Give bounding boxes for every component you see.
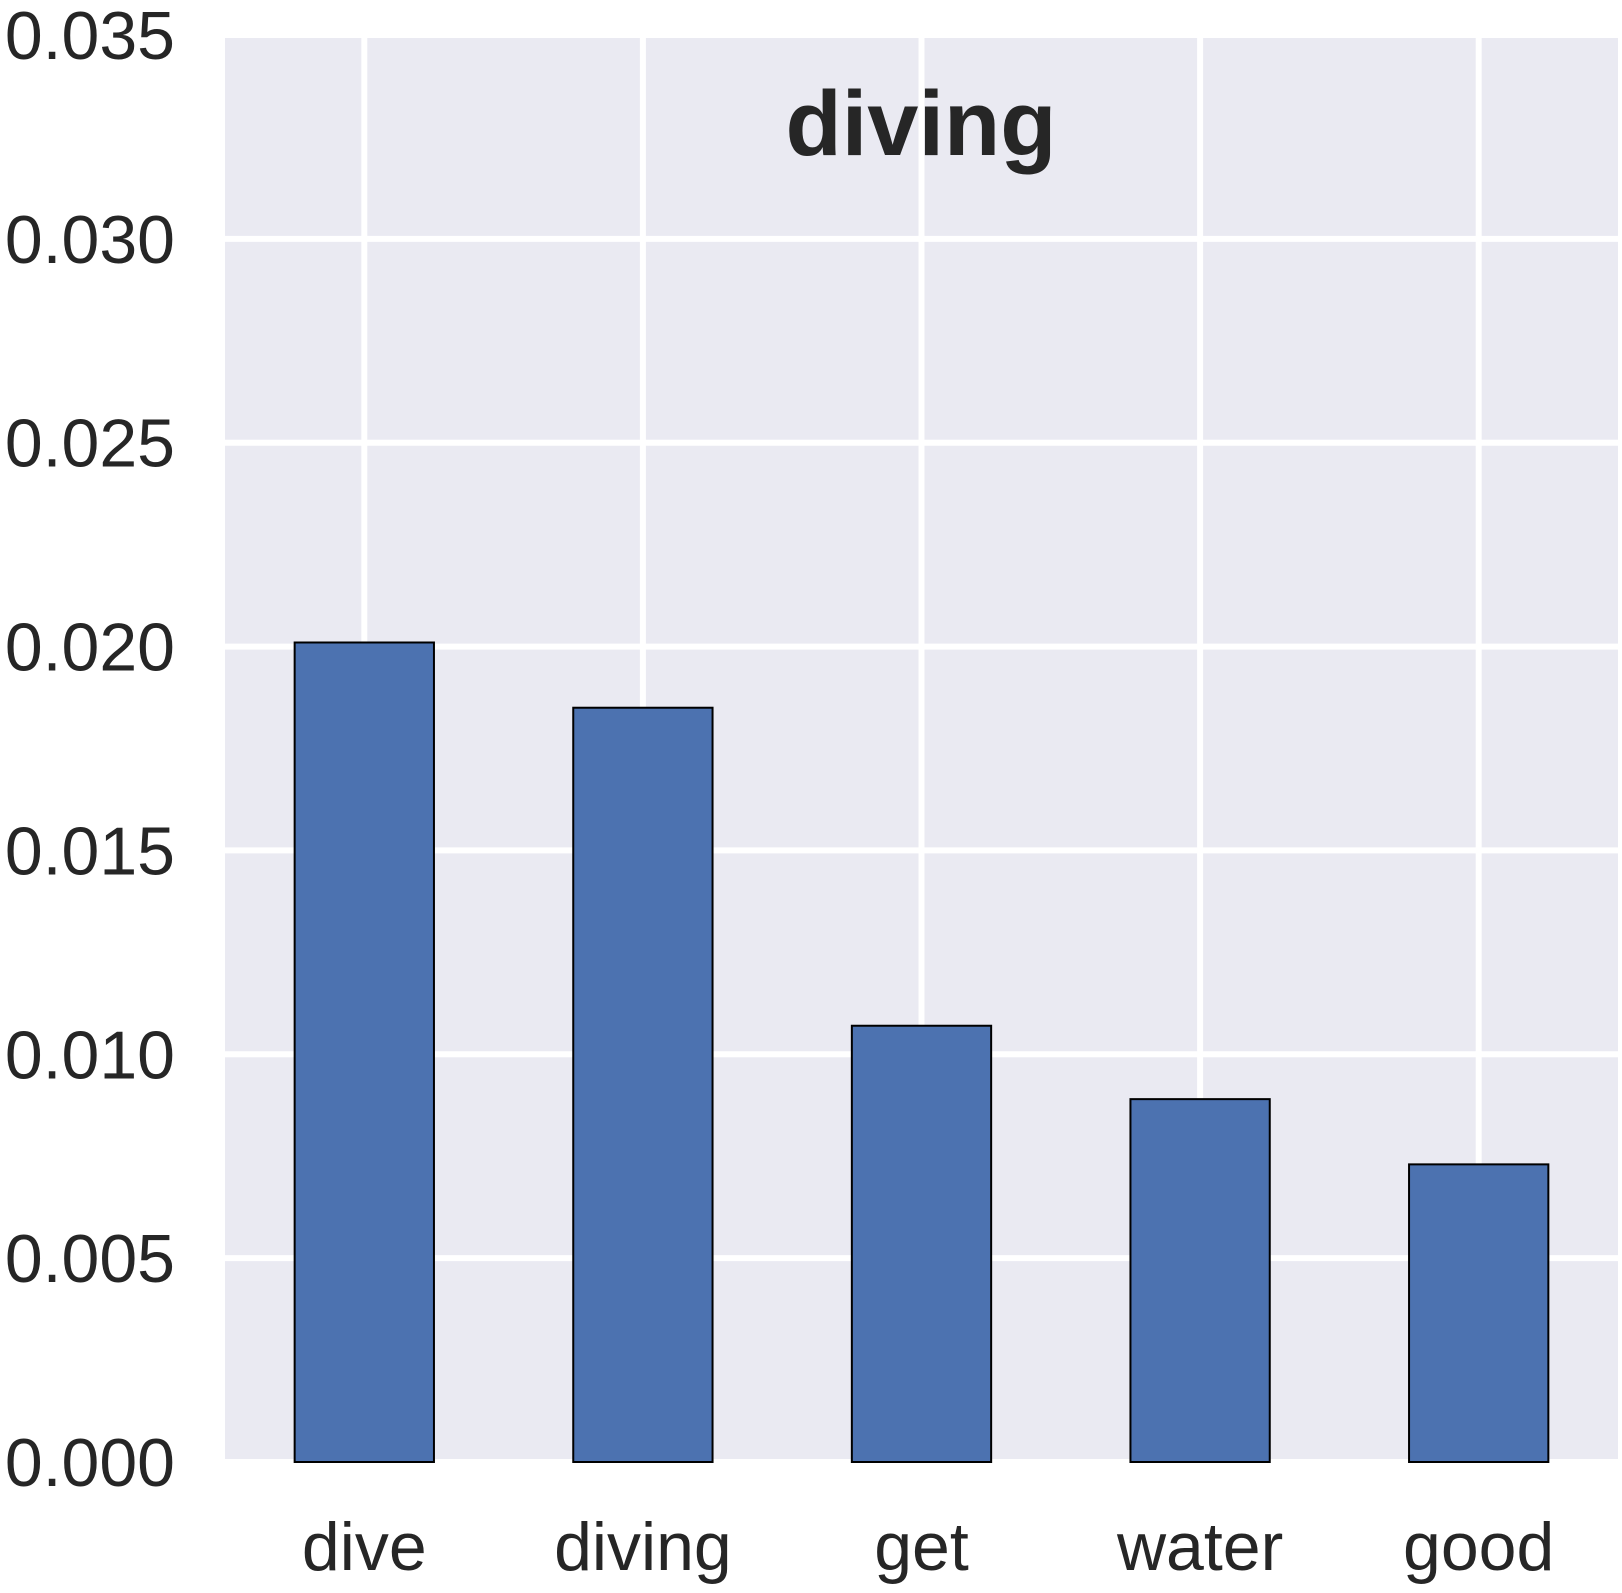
x-tick-label: good <box>1403 1509 1554 1585</box>
y-tick-label: 0.015 <box>5 813 175 889</box>
y-tick-label: 0.010 <box>5 1017 175 1093</box>
chart-title: diving <box>786 73 1057 175</box>
bar-dive <box>293 641 435 1463</box>
x-tick-label: dive <box>302 1509 427 1585</box>
x-tick-label: diving <box>554 1509 732 1585</box>
x-tick-label: get <box>874 1509 969 1585</box>
bar-get <box>850 1024 993 1463</box>
x-axis-tick-labels: dive diving get water good <box>302 1509 1554 1585</box>
y-tick-label: 0.020 <box>5 610 175 686</box>
bar-good <box>1408 1163 1550 1463</box>
y-tick-label: 0.000 <box>5 1425 175 1501</box>
x-tick-label: water <box>1116 1509 1283 1585</box>
y-tick-label: 0.005 <box>5 1221 175 1297</box>
y-tick-label: 0.030 <box>5 202 175 278</box>
y-tick-label: 0.025 <box>5 406 175 482</box>
bar-water <box>1129 1098 1271 1463</box>
bar-diving <box>572 706 714 1463</box>
y-axis-tick-labels: 0.000 0.005 0.010 0.015 0.020 0.025 0.030 0.035 <box>5 0 175 1501</box>
bars <box>293 641 1550 1463</box>
y-tick-label: 0.035 <box>5 0 175 74</box>
